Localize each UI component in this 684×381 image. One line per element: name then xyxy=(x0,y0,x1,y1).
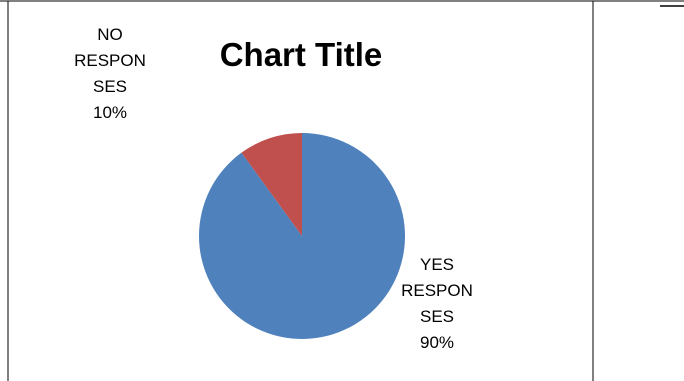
data-label-no: NO RESPON SES 10% xyxy=(74,25,146,122)
data-label-line: SES xyxy=(93,77,127,96)
data-label-yes: YES RESPON SES 90% xyxy=(401,255,473,352)
data-label-line: YES xyxy=(420,255,454,274)
data-label-line: RESPON xyxy=(401,281,473,300)
data-label-line: 90% xyxy=(420,333,454,352)
data-label-line: NO xyxy=(97,25,123,44)
data-labels: YES RESPON SES 90% NO RESPON SES 10% xyxy=(74,25,473,352)
pie-slices xyxy=(198,133,405,339)
data-label-line: SES xyxy=(420,307,454,326)
data-label-line: RESPON xyxy=(74,51,146,70)
chart-title: Chart Title xyxy=(220,36,383,73)
data-label-line: 10% xyxy=(93,103,127,122)
pie-slice-no xyxy=(241,133,302,236)
